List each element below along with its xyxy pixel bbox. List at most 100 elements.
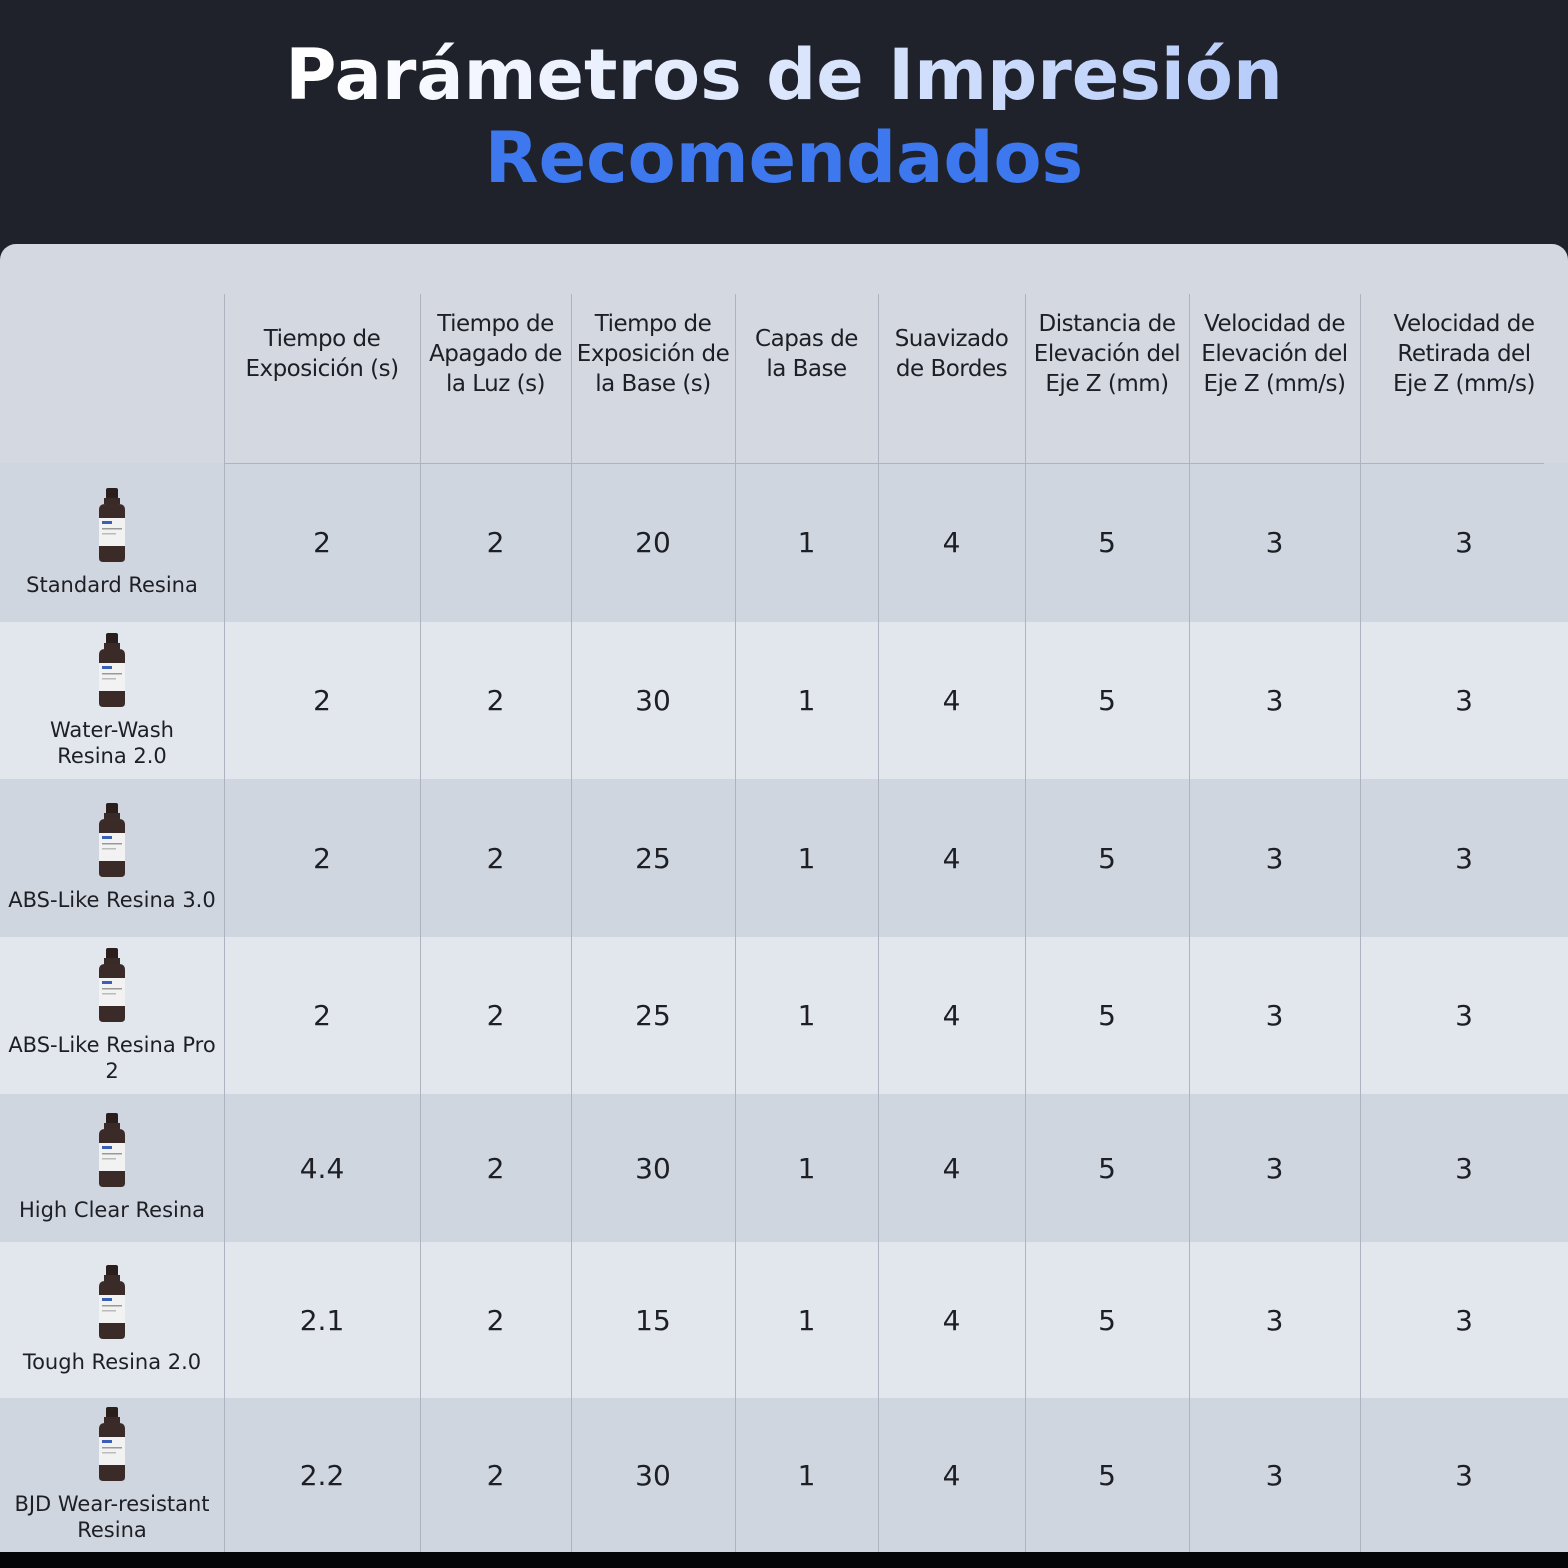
header-divider bbox=[224, 463, 1544, 464]
value-cell: 3 bbox=[1265, 999, 1284, 1032]
value-cell: 4 bbox=[942, 684, 961, 717]
column-header: Velocidad de Retirada del Eje Z (mm/s) bbox=[1360, 284, 1568, 424]
row-name: ABS-Like Resina 3.0 bbox=[8, 887, 215, 913]
header-line: la Base (s) bbox=[595, 371, 711, 397]
value-cell: 30 bbox=[635, 1458, 671, 1492]
value-cell: 3 bbox=[1265, 1303, 1284, 1337]
value-cell: 3 bbox=[1455, 999, 1473, 1032]
row-name: High Clear Resina bbox=[19, 1197, 205, 1223]
value-cell: 5 bbox=[1098, 1151, 1116, 1185]
value-cell: 2 bbox=[313, 841, 331, 875]
value-cell: 4 bbox=[942, 841, 961, 875]
value-cell: 2 bbox=[313, 526, 331, 559]
title-line: Recomendados bbox=[484, 117, 1084, 199]
value-cell: 2 bbox=[486, 1303, 505, 1337]
row-name: Standard Resina bbox=[26, 572, 198, 598]
name-line: High Clear Resina bbox=[18, 1198, 206, 1222]
column-header: Suavizado de Bordes bbox=[878, 284, 1025, 424]
row-background bbox=[0, 937, 1568, 1094]
icon bbox=[95, 1113, 129, 1193]
column-header: Tiempo de Exposición (s) bbox=[224, 284, 420, 424]
value-cell: 3 bbox=[1265, 684, 1284, 717]
value-cell: 3 bbox=[1455, 526, 1473, 559]
header-line: Exposición (s) bbox=[245, 356, 399, 382]
row-label: Water-Wash Resina 2.0 bbox=[0, 622, 224, 779]
column-divider bbox=[420, 294, 421, 1552]
bottle-icon bbox=[99, 947, 125, 1022]
column-divider bbox=[224, 294, 225, 1552]
icon bbox=[95, 632, 129, 713]
row-label: ABS-Like Resina 3.0 bbox=[0, 779, 224, 937]
value-cell: 3 bbox=[1455, 1303, 1473, 1337]
value-cell: 3 bbox=[1265, 526, 1284, 559]
row-label: Standard Resina bbox=[0, 463, 224, 622]
header-line: Velocidad de bbox=[1393, 311, 1535, 337]
value-cell: 2 bbox=[486, 1151, 505, 1185]
header-line: Velocidad de bbox=[1204, 311, 1345, 337]
bottle-icon bbox=[99, 487, 125, 562]
name-line: Resina 2.0 bbox=[57, 743, 167, 768]
row-background bbox=[0, 1242, 1568, 1398]
header-line: Elevación del bbox=[1201, 341, 1348, 367]
value-cell: 3 bbox=[1455, 841, 1473, 875]
header-line: Tiempo de bbox=[263, 326, 381, 352]
name-line: ABS-Like Resina 3.0 bbox=[8, 888, 216, 912]
column-header: Distancia de Elevación del Eje Z (mm) bbox=[1025, 284, 1189, 424]
value-cell: 1 bbox=[797, 1151, 816, 1185]
column-divider bbox=[735, 294, 736, 1552]
value-cell: 1 bbox=[797, 1303, 816, 1337]
header-line: Distancia de bbox=[1038, 311, 1176, 337]
header-line: la Base bbox=[766, 356, 847, 382]
header: Parámetros de Impresión Recomendados bbox=[0, 0, 1568, 260]
column-divider bbox=[1360, 294, 1361, 1552]
value-cell: 5 bbox=[1098, 526, 1116, 559]
column-header: Tiempo de Exposición de la Base (s) bbox=[571, 284, 735, 424]
row-background bbox=[0, 1094, 1568, 1242]
header-line: Capas de bbox=[755, 326, 858, 352]
bottle-icon bbox=[99, 632, 125, 707]
value-cell: 15 bbox=[635, 1303, 671, 1337]
value-cell: 25 bbox=[635, 999, 671, 1032]
value-cell: 3 bbox=[1265, 1458, 1284, 1492]
row-name: ABS-Like Resina Pro 2 bbox=[0, 1032, 224, 1084]
header-line: Apagado de bbox=[429, 341, 562, 367]
bottle-icon bbox=[99, 803, 125, 877]
name-line: Resina bbox=[77, 1518, 147, 1542]
icon bbox=[95, 803, 129, 883]
value-cell: 4 bbox=[942, 526, 961, 559]
header-line: Tiempo de bbox=[437, 311, 554, 337]
column-header: Tiempo de Apagado de la Luz (s) bbox=[420, 284, 571, 424]
column-divider bbox=[1025, 294, 1026, 1552]
value-cell: 30 bbox=[635, 684, 671, 717]
header-line: Retirada del bbox=[1397, 341, 1531, 367]
value-cell: 1 bbox=[797, 841, 816, 875]
value-cell: 1 bbox=[797, 684, 816, 717]
value-cell: 3 bbox=[1265, 1151, 1284, 1185]
row-background bbox=[0, 463, 1568, 622]
row-name: Tough Resina 2.0 bbox=[23, 1349, 201, 1375]
icon bbox=[95, 1265, 129, 1345]
value-cell: 4 bbox=[942, 1151, 961, 1185]
value-cell: 5 bbox=[1098, 1458, 1116, 1492]
column-header: Velocidad de Elevación del Eje Z (mm/s) bbox=[1189, 284, 1360, 424]
bottle-icon bbox=[99, 1265, 125, 1339]
row-name: Water-Wash Resina 2.0 bbox=[50, 717, 174, 769]
value-cell: 2 bbox=[486, 841, 505, 875]
value-cell: 1 bbox=[797, 1458, 816, 1492]
header-line: Eje Z (mm/s) bbox=[1393, 371, 1535, 397]
value-cell: 30 bbox=[635, 1151, 671, 1185]
row-label: High Clear Resina bbox=[0, 1094, 224, 1242]
header-line: de Bordes bbox=[895, 356, 1008, 382]
column-divider bbox=[878, 294, 879, 1552]
icon bbox=[95, 947, 129, 1028]
header-line: Exposición de bbox=[576, 341, 730, 367]
value-cell: 25 bbox=[635, 841, 671, 875]
name-line: BJD Wear-resistant bbox=[14, 1492, 210, 1516]
value-cell: 3 bbox=[1455, 1458, 1473, 1492]
value-cell: 5 bbox=[1098, 1303, 1116, 1337]
column-header: Capas de la Base bbox=[735, 284, 878, 424]
title-line: Parámetros de Impresión bbox=[0, 40, 1568, 110]
icon bbox=[95, 487, 129, 568]
header-line: Eje Z (mm/s) bbox=[1203, 371, 1346, 397]
value-cell: 2 bbox=[313, 684, 331, 717]
